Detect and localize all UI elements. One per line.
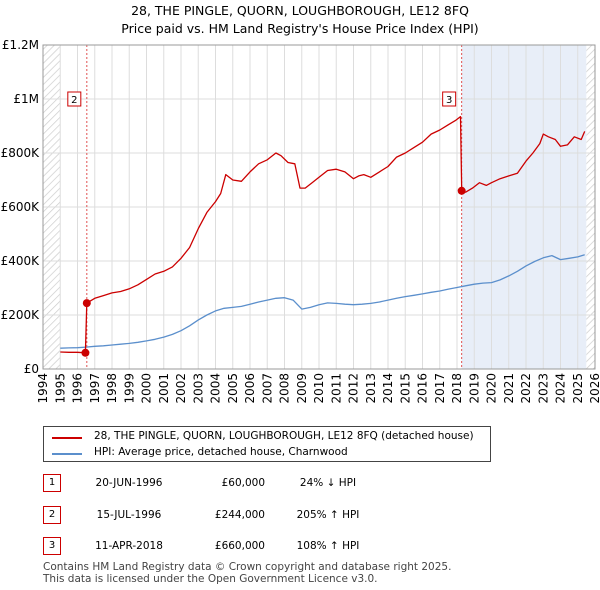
transaction-hpi-change: 24% ↓ HPI [299, 477, 357, 489]
x-tick-label: 2000 [140, 373, 154, 404]
x-tick-label: 2005 [226, 373, 240, 404]
transaction-price: £244,000 [214, 509, 265, 521]
x-tick-label: 2010 [312, 373, 326, 404]
price-chart: £0 £200K £400K £600K £800K £1M £1.2M 1994 1995 19… [1, 38, 600, 404]
sale-number-label: 3 [446, 95, 452, 106]
x-tick-label: 1995 [53, 373, 67, 404]
x-tick-label: 1998 [105, 373, 119, 404]
transaction-number: 2 [43, 506, 61, 524]
sale-number-box-border [67, 91, 82, 107]
transaction-number: 1 [43, 474, 61, 492]
x-tick-label: 2026 [588, 373, 600, 404]
x-tick-label: 2002 [174, 373, 188, 404]
x-tick-label: 2007 [260, 373, 274, 404]
y-tick-label: £0 [24, 362, 39, 376]
y-tick-label: £1M [13, 92, 39, 106]
transaction-price: £660,000 [214, 540, 265, 552]
x-tick-label: 2003 [191, 373, 205, 404]
sale-number-box: 3 [442, 91, 457, 107]
sale-number-box: 2 [67, 91, 82, 107]
x-tick-label: 2023 [536, 373, 550, 404]
transaction-date: 11-APR-2018 [95, 540, 163, 552]
y-tick-label: £200K [1, 308, 41, 322]
x-tick-label: 2001 [157, 373, 171, 404]
y-tick-label: £800K [1, 146, 41, 160]
x-tick-label: 2013 [364, 373, 378, 404]
x-tick-label: 2015 [398, 373, 412, 404]
x-tick-label: 2024 [554, 373, 568, 404]
x-tick-label: 2018 [450, 373, 464, 404]
transaction-price: £60,000 [221, 477, 265, 489]
x-tick-label: 1997 [88, 373, 102, 404]
x-tick-label: 1994 [36, 373, 50, 404]
x-tick-label: 2012 [347, 373, 361, 404]
y-tick-label: £1.2M [2, 38, 39, 52]
transaction-date: 20-JUN-1996 [95, 477, 163, 489]
y-tick-label: £400K [1, 254, 41, 268]
x-tick-label: 2008 [278, 373, 292, 404]
x-tick-label: 1999 [122, 373, 136, 404]
legend-swatch-property [52, 437, 82, 439]
transaction-date: 15-JUL-1996 [96, 509, 162, 521]
x-tick-label: 2019 [467, 373, 481, 404]
legend-swatch-hpi [52, 453, 82, 455]
x-tick-label: 2016 [416, 373, 430, 404]
property-price-line [60, 115, 586, 354]
transaction-row: 2 15-JUL-1996 £244,000 205% ↑ HPI [43, 506, 403, 526]
x-tick-label: 2014 [381, 373, 395, 404]
x-tick-label: 2022 [519, 373, 533, 404]
x-tick-label: 2011 [329, 373, 343, 404]
x-tick-label: 2017 [433, 373, 447, 404]
sale-number-label: 2 [71, 95, 77, 106]
footer-copyright: Contains HM Land Registry data © Crown c… [43, 561, 452, 573]
legend: 28, THE PINGLE, QUORN, LOUGHBOROUGH, LE1… [43, 426, 491, 462]
x-tick-label: 2021 [502, 373, 516, 404]
legend-label-hpi: HPI: Average price, detached house, Char… [94, 446, 348, 458]
x-tick-label: 2020 [485, 373, 499, 404]
hpi-line [60, 254, 585, 349]
transaction-row: 3 11-APR-2018 £660,000 108% ↑ HPI [43, 537, 403, 557]
x-tick-label: 1996 [71, 373, 85, 404]
y-tick-label: £600K [1, 200, 41, 214]
sale-point [82, 299, 91, 308]
transaction-number: 3 [43, 537, 61, 555]
sale-number-box-border [442, 91, 457, 107]
x-tick-label: 2025 [571, 373, 585, 404]
sale-point [457, 186, 466, 195]
legend-label-property: 28, THE PINGLE, QUORN, LOUGHBOROUGH, LE1… [94, 430, 474, 442]
sale-point [81, 348, 90, 357]
x-tick-label: 2009 [295, 373, 309, 404]
plot-frame [42, 44, 596, 370]
chart-subtitle: Price paid vs. HM Land Registry's House … [121, 21, 479, 36]
transaction-hpi-change: 108% ↑ HPI [296, 540, 360, 552]
transaction-row: 1 20-JUN-1996 £60,000 24% ↓ HPI [43, 474, 403, 494]
x-tick-label: 2004 [209, 373, 223, 404]
x-tick-label: 2006 [243, 373, 257, 404]
footer-license: This data is licensed under the Open Gov… [43, 573, 378, 585]
transaction-hpi-change: 205% ↑ HPI [296, 509, 360, 521]
chart-title: 28, THE PINGLE, QUORN, LOUGHBOROUGH, LE1… [131, 3, 469, 18]
